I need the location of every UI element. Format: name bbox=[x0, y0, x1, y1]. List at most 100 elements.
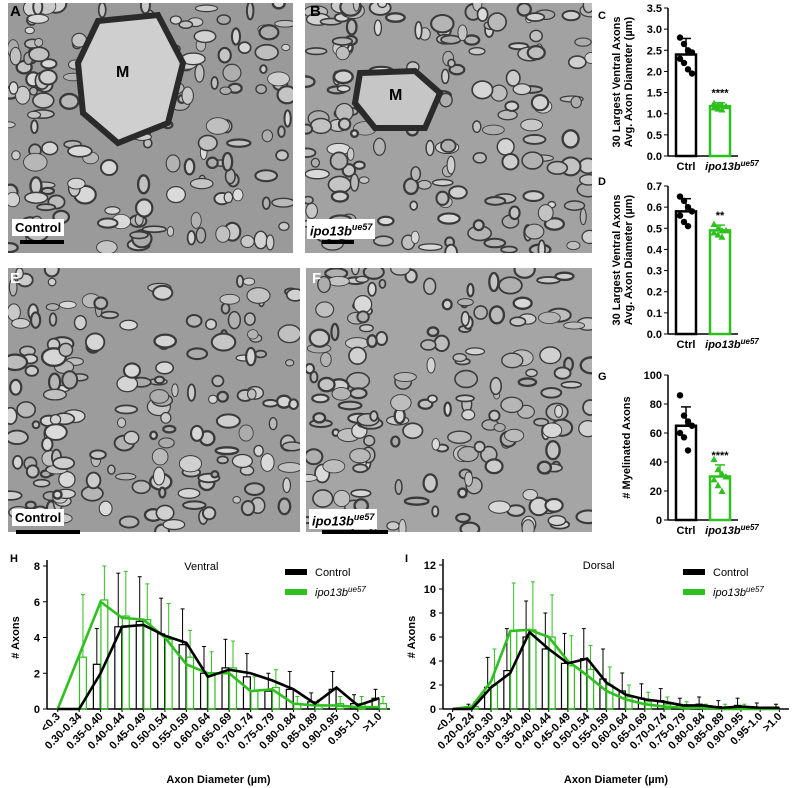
data-point-g bbox=[710, 455, 718, 463]
axon-profile bbox=[422, 473, 438, 493]
axon-profile bbox=[262, 398, 279, 408]
axon-profile bbox=[58, 471, 76, 489]
axon-profile bbox=[402, 422, 424, 440]
data-point-g bbox=[680, 434, 688, 441]
axon-profile bbox=[312, 489, 334, 508]
axon-profile bbox=[275, 149, 289, 162]
scale-bar-b bbox=[322, 240, 354, 244]
axon-profile bbox=[210, 76, 219, 90]
mauthner-marker-b: M bbox=[389, 87, 403, 104]
axon-profile bbox=[24, 500, 37, 510]
data-point-c bbox=[688, 49, 696, 56]
x-tick-label-g-1: ipo13bue57 bbox=[705, 523, 759, 537]
em-panel-e bbox=[8, 268, 300, 532]
axon-profile bbox=[524, 223, 545, 240]
axon-profile bbox=[410, 166, 422, 182]
data-point-g bbox=[688, 422, 696, 429]
axon-profile bbox=[114, 404, 139, 415]
hist-bar-h-1 bbox=[100, 599, 109, 710]
axon-profile bbox=[584, 52, 592, 64]
axon-profile bbox=[58, 342, 74, 358]
mauthner-axon-outline-b bbox=[351, 67, 444, 131]
axon-profile bbox=[425, 139, 435, 157]
axon-profile bbox=[529, 29, 543, 43]
axon-profile bbox=[93, 296, 109, 311]
axon-profile bbox=[464, 471, 474, 487]
axon-profile bbox=[31, 420, 41, 430]
axon-profile bbox=[483, 237, 507, 249]
axon-profile bbox=[104, 206, 121, 215]
axon-profile bbox=[183, 157, 196, 176]
data-point-d bbox=[684, 222, 692, 230]
axon-profile bbox=[181, 86, 194, 105]
hist-bar-i-0 bbox=[599, 678, 607, 710]
axon-profile bbox=[376, 215, 395, 227]
axon-profile bbox=[337, 400, 363, 411]
axon-profile bbox=[390, 394, 412, 412]
axon-profile bbox=[214, 446, 240, 456]
y-tick-label-g: 0 bbox=[656, 515, 662, 527]
axon-profile bbox=[441, 298, 453, 311]
axon-profile bbox=[545, 440, 561, 461]
axon-profile bbox=[444, 243, 458, 253]
axon-profile bbox=[574, 37, 592, 47]
x-tick-label-c-0: Ctrl bbox=[677, 161, 696, 173]
axon-profile bbox=[500, 245, 518, 253]
axon-profile bbox=[461, 409, 476, 421]
axon-profile bbox=[246, 287, 271, 304]
axon-profile bbox=[377, 3, 388, 9]
data-point-c bbox=[676, 34, 684, 41]
axon-profile bbox=[27, 110, 42, 119]
axon-profile bbox=[245, 346, 257, 367]
axon-profile bbox=[484, 196, 507, 206]
axon-profile bbox=[259, 64, 268, 75]
y-tick-label-h: 2 bbox=[34, 668, 40, 680]
axon-profile bbox=[472, 120, 482, 133]
axon-profile bbox=[43, 268, 60, 278]
caption-b-sup: ue57 bbox=[351, 222, 373, 232]
axon-profile bbox=[205, 117, 230, 135]
axon-profile bbox=[435, 190, 450, 206]
axon-profile bbox=[513, 268, 536, 279]
axon-profile bbox=[217, 46, 232, 64]
axon-profile bbox=[267, 71, 290, 87]
axon-profile bbox=[8, 81, 19, 95]
axon-profile bbox=[508, 205, 521, 221]
axon-profile bbox=[158, 486, 167, 499]
axon-profile bbox=[216, 455, 229, 465]
axon-profile bbox=[575, 509, 592, 525]
caption-b-text: ipo13b bbox=[310, 223, 352, 239]
data-point-g bbox=[718, 470, 726, 477]
data-point-g bbox=[684, 447, 692, 454]
axon-profile bbox=[27, 13, 49, 24]
axon-profile bbox=[457, 298, 474, 307]
axon-profile bbox=[533, 417, 550, 427]
axon-profile bbox=[32, 478, 51, 488]
data-point-c bbox=[684, 66, 692, 73]
axon-profile bbox=[530, 93, 550, 112]
axon-profile bbox=[232, 188, 244, 202]
axon-profile bbox=[333, 489, 351, 508]
caption-a: Control bbox=[12, 219, 65, 236]
axon-profile bbox=[28, 46, 50, 63]
axon-profile bbox=[473, 440, 486, 453]
axon-profile bbox=[525, 368, 538, 378]
axon-profile bbox=[178, 455, 203, 473]
hist-bar-h-1 bbox=[207, 672, 216, 710]
y-tick-label-i: 0 bbox=[430, 704, 436, 716]
axon-profile bbox=[418, 243, 443, 252]
axon-profile bbox=[89, 449, 107, 460]
mauthner-marker-a: M bbox=[116, 64, 130, 81]
hist-bar-h-0 bbox=[157, 633, 166, 710]
axon-profile bbox=[67, 177, 86, 190]
x-tick-label-h: >1.0 bbox=[361, 711, 385, 735]
axon-profile bbox=[277, 324, 300, 344]
y-tick-label-i: 10 bbox=[424, 584, 436, 596]
axon-profile bbox=[521, 519, 535, 532]
y-tick-label-h: 8 bbox=[34, 561, 40, 573]
hist-bar-i-1 bbox=[529, 629, 537, 710]
axon-profile bbox=[166, 186, 186, 204]
axon-profile bbox=[505, 69, 521, 87]
bar-g-0 bbox=[674, 424, 698, 522]
axon-profile bbox=[322, 459, 346, 474]
